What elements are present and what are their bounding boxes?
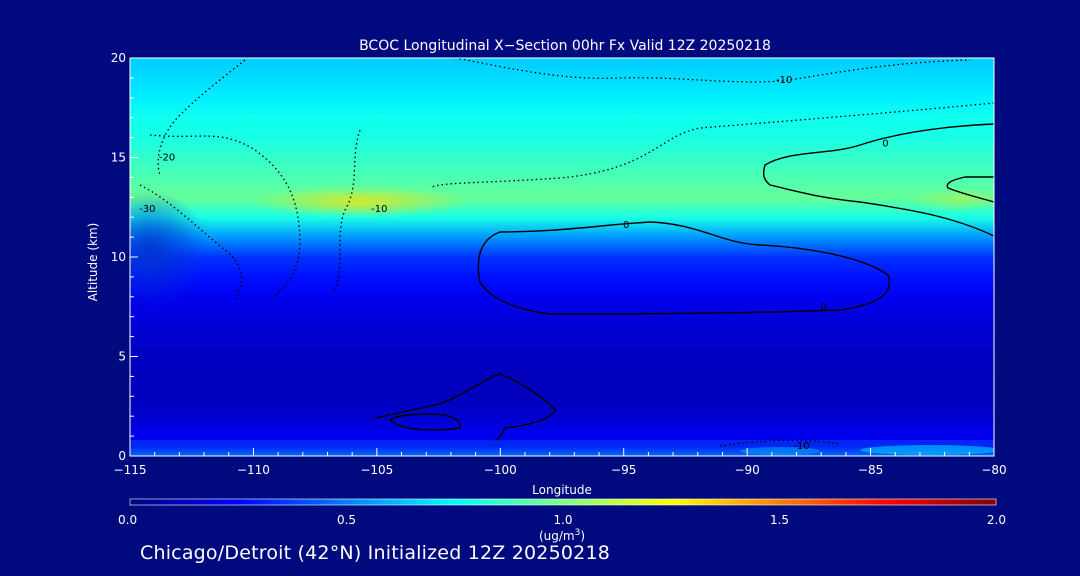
colorbar-ticks: 0.0 0.5 1.0 1.5 2.0 [118,513,1006,527]
contour-label: 0 [623,220,629,231]
x-tick-label: −80 [981,463,1006,477]
colorbar-unit-label: (ug/m3) [539,528,585,543]
contour-zero-mid [477,221,891,315]
colorbar [129,498,997,506]
y-tick-label: 0 [118,449,126,463]
colorbar-unit-text: (ug/m [539,529,575,543]
colorbar-tick-label: 1.5 [770,513,789,527]
colorbar-unit-close: ) [580,529,585,543]
x-axis: −115 −110 −105 −100 −95 −90 −85 −80 [114,448,1007,477]
contour-label: -10 [371,204,387,215]
contour-minus10-upper [454,58,971,83]
y-axis: 0 5 10 15 20 [111,51,138,463]
footer-caption: Chicago/Detroit (42°N) Initialized 12Z 2… [140,542,611,564]
x-tick-label: −110 [237,463,270,477]
surface-hotspot-mid [740,447,820,455]
surface-hotspot-east [860,445,994,455]
x-tick-label: −95 [611,463,636,477]
eastern-core [910,188,994,212]
x-tick-label: −105 [360,463,393,477]
contour-label: 0 [882,139,888,150]
contour-minus20 [149,134,301,301]
chart-title: BCOC Longitudinal X−Section 00hr Fx Vali… [359,38,771,54]
contour-label: -30 [139,204,155,215]
colorbar-tick-label: 0.5 [337,513,356,527]
contour-label: -10 [793,441,809,452]
x-tick-label: −85 [858,463,883,477]
contour-zero-lower-inner [389,413,461,431]
y-axis-label: Altitude (km) [86,223,100,302]
x-tick-label: −90 [734,463,759,477]
x-axis-label: Longitude [532,483,592,497]
western-layer-boundary [130,190,210,310]
colorbar-tick-label: 2.0 [987,513,1006,527]
y-tick-label: 15 [111,151,126,165]
colorbar-tick-label: 0.0 [118,513,137,527]
contour-zero-lower [374,373,556,441]
x-tick-label: −100 [484,463,517,477]
contour-labels: -10 -20 -30 -10 0 0 0 -10 [139,75,888,452]
colorbar-tick-label: 1.0 [553,513,572,527]
surface-layer-shading [130,440,994,456]
y-tick-label: 20 [111,51,126,65]
concentration-shading [130,58,994,456]
y-tick-label: 5 [118,350,126,364]
contour-minus10-mid [429,102,994,189]
contour-zero-east-edge [946,176,994,203]
contour-label: -20 [159,153,175,164]
contour-label: -10 [776,75,792,86]
x-tick-label: −115 [114,463,147,477]
contour-zero-upper-east [762,123,994,237]
contour-minus10-vertical [334,129,361,291]
plot-area [130,58,994,456]
y-tick-label: 10 [111,250,126,264]
contour-minus30 [139,184,243,301]
colorbar-unit-superscript: 3 [575,528,581,538]
peak-concentration-core [250,186,470,218]
contour-label: 0 [820,302,826,313]
